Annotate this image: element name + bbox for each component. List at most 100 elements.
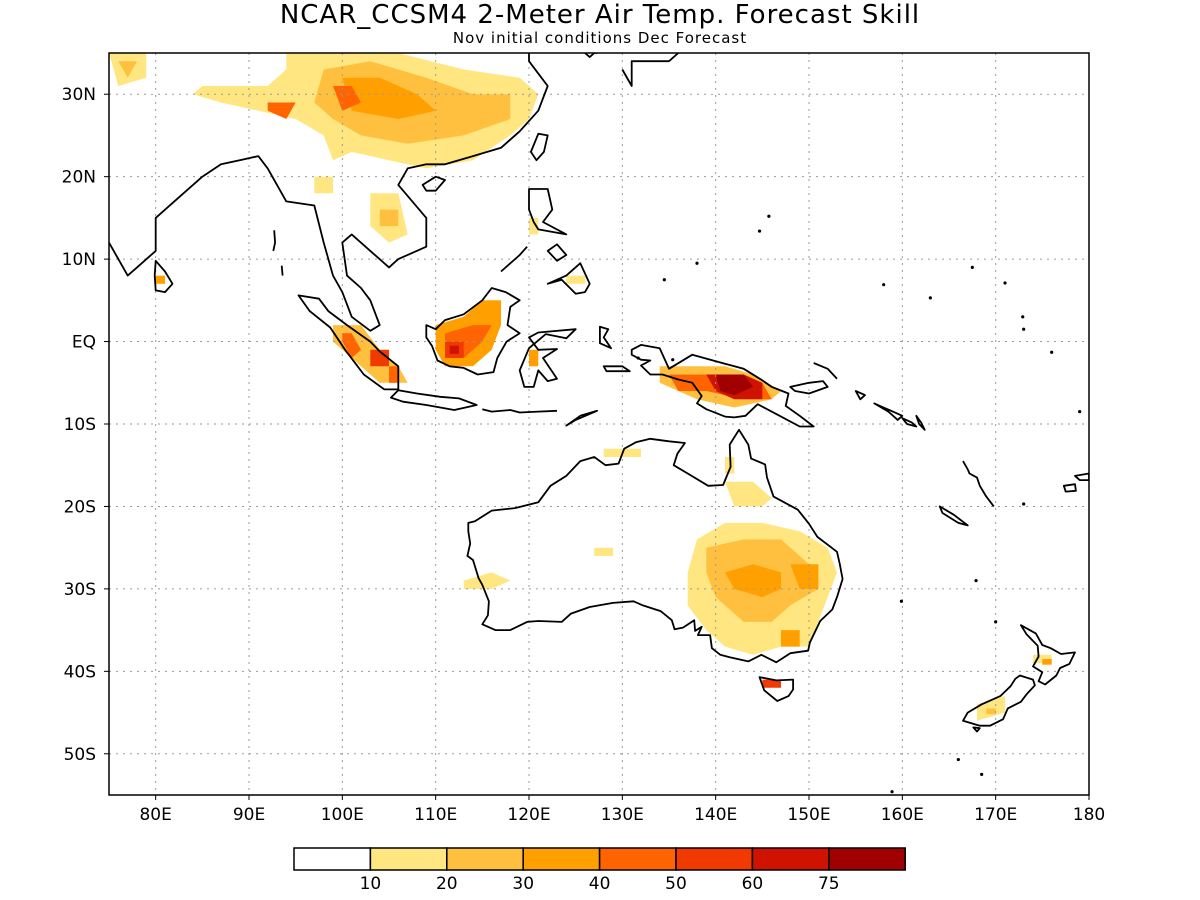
lon-tick-label: 150E: [787, 805, 830, 825]
coastline: [915, 414, 926, 431]
coastline: [530, 132, 549, 162]
coastline: [621, 53, 679, 87]
coastline: [546, 262, 591, 295]
coastline: [854, 390, 866, 401]
colorbar-label: 20: [436, 874, 458, 894]
lon-tick-label: 120E: [507, 805, 550, 825]
small-island: [994, 620, 998, 624]
colorbar-swatch: [522, 847, 601, 871]
coastline: [962, 460, 995, 507]
small-island: [1022, 502, 1026, 506]
skill-region: [594, 547, 613, 556]
coastline: [873, 402, 904, 421]
lat-tick-label: 50S: [64, 745, 96, 765]
lat-tick-label: 30N: [62, 85, 96, 105]
skill-region: [267, 102, 296, 119]
colorbar-label: 10: [360, 874, 382, 894]
coastline: [280, 265, 284, 276]
lat-tick-label: EQ: [72, 333, 96, 353]
colorbar-label: 30: [512, 874, 534, 894]
skill-region: [725, 481, 772, 507]
coastline: [1062, 483, 1077, 493]
lon-tick-label: 180: [1073, 805, 1105, 825]
lat-tick-label: 20S: [64, 497, 96, 517]
coastline: [482, 408, 558, 414]
coastline: [500, 246, 528, 273]
small-island: [1003, 281, 1007, 285]
coastline: [630, 344, 815, 428]
skill-region: [986, 708, 996, 715]
lat-tick-label: 40S: [64, 662, 96, 682]
small-island: [662, 278, 666, 282]
coastline: [1074, 472, 1089, 481]
coastline: [518, 328, 577, 388]
longitude-ticks: 80E 90E 100E 110E 120E 130E 140E 150E 160E 170E 18…: [139, 795, 1105, 825]
colorbar-swatch: [293, 847, 372, 871]
coastline: [599, 325, 612, 350]
small-island: [757, 229, 762, 233]
coastline: [901, 417, 918, 428]
coastline: [758, 676, 794, 702]
small-island: [1022, 327, 1026, 331]
colorbar-label: 60: [742, 874, 764, 894]
small-island: [899, 599, 904, 603]
small-island: [890, 790, 894, 794]
lon-tick-label: 130E: [601, 805, 644, 825]
grid-lines: [109, 53, 1089, 795]
skill-region: [333, 86, 361, 111]
coastline: [109, 53, 549, 332]
skill-region: [379, 209, 399, 227]
colorbar-swatch: [751, 847, 830, 871]
coastline: [972, 726, 981, 733]
lat-tick-label: 30S: [64, 580, 96, 600]
lon-tick-label: 100E: [321, 805, 364, 825]
small-island: [1078, 410, 1082, 414]
coastline: [297, 294, 400, 391]
coastline: [813, 362, 838, 380]
lat-tick-label: 20N: [62, 168, 96, 188]
coastline: [466, 428, 844, 664]
skill-region: [529, 217, 539, 235]
coastline: [789, 380, 829, 395]
skill-region: [118, 61, 137, 78]
small-island: [980, 772, 984, 776]
skill-region: [342, 77, 436, 119]
skill-region: [1042, 659, 1052, 665]
colorbar-label: 40: [589, 874, 611, 894]
small-island: [671, 358, 675, 362]
skill-region: [762, 679, 781, 688]
skill-region: [370, 349, 389, 367]
coastline: [546, 243, 568, 262]
lon-tick-label: 80E: [139, 805, 171, 825]
coastline: [1020, 624, 1076, 686]
colorbar: 10 20 30 40 50 60 75: [293, 847, 906, 894]
skill-region: [314, 176, 333, 194]
skill-shading: [109, 53, 1052, 721]
coastline: [153, 259, 174, 293]
skill-region: [342, 333, 361, 358]
coastline: [528, 188, 568, 236]
skill-region: [449, 345, 459, 354]
lon-tick-label: 90E: [233, 805, 265, 825]
skill-region: [566, 275, 585, 284]
coastlines: [109, 53, 1089, 794]
small-island: [882, 283, 886, 287]
colorbar-swatch: [828, 847, 906, 871]
small-island: [1021, 315, 1025, 319]
coastline: [390, 389, 478, 411]
coastline: [602, 365, 631, 373]
colorbar-swatch: [675, 847, 754, 871]
map-title: NCAR_CCSM4 2-Meter Air Temp. Forecast Sk…: [279, 0, 921, 30]
skill-region: [781, 630, 800, 647]
map-subtitle: Nov initial conditions Dec Forecast: [452, 29, 748, 47]
colorbar-swatch: [598, 847, 677, 871]
skill-region: [463, 572, 511, 589]
small-island: [956, 757, 960, 762]
small-island: [928, 296, 932, 300]
skill-region: [529, 349, 539, 367]
latitude-ticks: 30N 20N 10N EQ 10S 20S 30S 40S 50S: [62, 85, 109, 765]
coastline: [938, 505, 969, 527]
colorbar-label: 75: [818, 874, 840, 894]
lon-tick-label: 170E: [974, 805, 1017, 825]
